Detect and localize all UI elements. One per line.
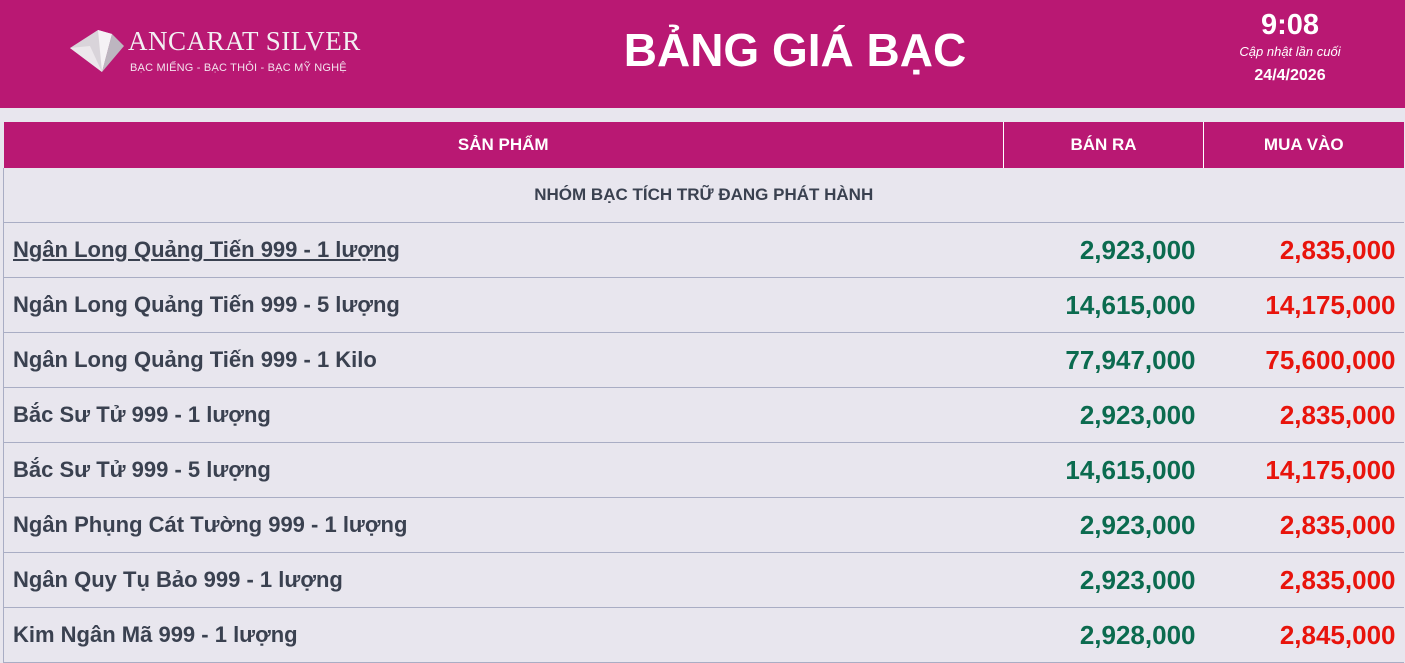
table-row: Ngân Long Quảng Tiến 999 - 1 lượng 2,923,… <box>3 222 1404 278</box>
column-header-product: SẢN PHẨM <box>3 122 1004 168</box>
product-name[interactable]: Bắc Sư Tử 999 - 5 lượng <box>3 442 1004 498</box>
sell-price: 2,923,000 <box>1003 497 1204 553</box>
table-row: Bắc Sư Tử 999 - 5 lượng 14,615,000 14,175,… <box>3 442 1404 498</box>
diamond-icon <box>70 30 124 72</box>
update-date: 24/4/2026 <box>1254 67 1326 84</box>
brand-name: ANCARAT SILVER <box>128 26 361 56</box>
product-name[interactable]: Ngân Quy Tụ Bảo 999 - 1 lượng <box>3 552 1004 608</box>
buy-price: 2,835,000 <box>1203 497 1404 553</box>
product-name[interactable]: Bắc Sư Tử 999 - 1 lượng <box>3 387 1004 443</box>
product-name[interactable]: Ngân Long Quảng Tiến 999 - 1 lượng <box>3 222 1004 278</box>
sell-price: 77,947,000 <box>1003 332 1204 388</box>
product-name[interactable]: Ngân Long Quảng Tiến 999 - 1 Kilo <box>3 332 1004 388</box>
buy-price: 2,845,000 <box>1203 607 1404 663</box>
column-header-buy: MUA VÀO <box>1203 122 1404 168</box>
buy-price: 14,175,000 <box>1203 277 1404 333</box>
brand-tagline: BẠC MIẾNG - BẠC THỎI - BẠC MỸ NGHỆ <box>130 62 347 74</box>
product-name[interactable]: Kim Ngân Mã 999 - 1 lượng <box>3 607 1004 663</box>
table-row: Ngân Long Quảng Tiến 999 - 5 lượng 14,615… <box>3 277 1404 333</box>
sell-price: 2,923,000 <box>1003 222 1204 278</box>
table-row: Ngân Quy Tụ Bảo 999 - 1 lượng 2,923,000 2,… <box>3 552 1404 608</box>
buy-price: 2,835,000 <box>1203 222 1404 278</box>
header: ANCARAT SILVER BẠC MIẾNG - BẠC THỎI - BẠ… <box>0 0 1405 108</box>
update-time: 9:08 <box>1260 9 1320 41</box>
sell-price: 2,923,000 <box>1003 552 1204 608</box>
product-name[interactable]: Ngân Long Quảng Tiến 999 - 5 lượng <box>3 277 1004 333</box>
page-title: BẢNG GIÁ BẠC <box>623 24 967 76</box>
last-updated: 9:08 Cập nhật lần cuối 24/4/2026 <box>1220 8 1360 85</box>
update-label: Cập nhật lần cuối <box>1239 44 1341 59</box>
buy-price: 2,835,000 <box>1203 387 1404 443</box>
sell-price: 2,923,000 <box>1003 387 1204 443</box>
sell-price: 14,615,000 <box>1003 277 1204 333</box>
sell-price: 14,615,000 <box>1003 442 1204 498</box>
product-name[interactable]: Ngân Phụng Cát Tường 999 - 1 lượng <box>3 497 1004 553</box>
column-header-sell: BÁN RA <box>1003 122 1204 168</box>
table-row: Ngân Phụng Cát Tường 999 - 1 lượng 2,923,… <box>3 497 1404 553</box>
price-table: SẢN PHẨM BÁN RA MUA VÀO NHÓM BẠC TÍCH TR… <box>3 122 1404 663</box>
buy-price: 2,835,000 <box>1203 552 1404 608</box>
table-row: Ngân Long Quảng Tiến 999 - 1 Kilo 77,947,… <box>3 332 1404 388</box>
logo: ANCARAT SILVER BẠC MIẾNG - BẠC THỎI - BẠ… <box>68 26 361 81</box>
table-row: Bắc Sư Tử 999 - 1 lượng 2,923,000 2,835,00… <box>3 387 1404 443</box>
group-header: NHÓM BẠC TÍCH TRỮ ĐANG PHÁT HÀNH <box>3 168 1404 223</box>
sell-price: 2,928,000 <box>1003 607 1204 663</box>
buy-price: 75,600,000 <box>1203 332 1404 388</box>
buy-price: 14,175,000 <box>1203 442 1404 498</box>
table-row: Kim Ngân Mã 999 - 1 lượng 2,928,000 2,845,… <box>3 607 1404 663</box>
